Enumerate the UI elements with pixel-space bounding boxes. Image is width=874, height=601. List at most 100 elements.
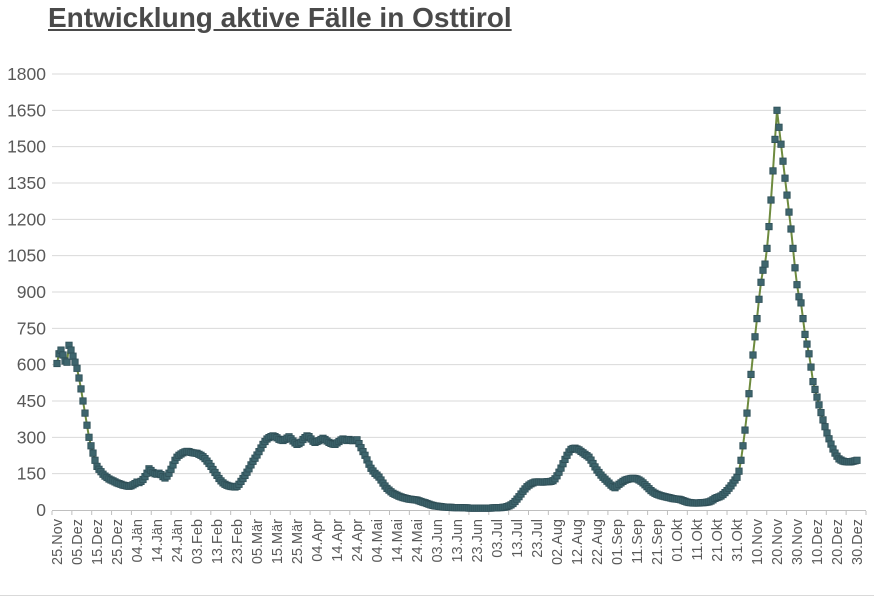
- data-point-marker: [753, 314, 761, 323]
- data-point-marker: [805, 350, 813, 358]
- x-axis-tick-label: 13.Feb: [210, 519, 226, 564]
- x-axis-tick-label: 02.Aug: [550, 519, 566, 565]
- data-point-marker: [755, 295, 763, 303]
- x-axis-tick-label: 24.Apr: [350, 519, 366, 562]
- y-axis-labels: 0 150 300 450 600 750 900 1050 1200 1350 1500 1650 1…: [7, 64, 46, 520]
- tick-marks: [51, 511, 867, 515]
- y-axis-tick-label: 900: [17, 282, 46, 302]
- data-point-marker: [763, 244, 771, 252]
- y-axis-tick-label: 0: [36, 500, 46, 520]
- data-point-marker: [75, 374, 83, 382]
- x-axis-tick-label: 10.Nov: [750, 518, 766, 565]
- data-point-marker: [79, 397, 87, 405]
- data-point-marker: [795, 293, 803, 301]
- data-point-marker: [815, 401, 823, 409]
- x-axis-tick-label: 30.Nov: [790, 518, 806, 565]
- data-point-marker: [799, 314, 807, 323]
- x-axis-tick-label: 13.Jun: [450, 519, 466, 563]
- data-point-marker: [91, 456, 99, 464]
- x-axis-tick-label: 15.Dez: [90, 519, 106, 565]
- data-point-marker: [53, 359, 61, 368]
- data-point-marker: [793, 281, 801, 289]
- y-axis-tick-label: 1800: [7, 64, 46, 84]
- data-point-marker: [785, 208, 793, 216]
- x-axis-tick-label: 23.Jun: [470, 519, 486, 563]
- data-point-marker: [59, 351, 67, 359]
- data-point-marker: [769, 167, 777, 175]
- data-line: [56, 109, 858, 510]
- x-axis-tick-label: 13.Jul: [510, 519, 526, 558]
- x-axis-labels: 25.Nov 05.Dez 15.Dez 25.Dez 04.Jän 14.Jän 24.J…: [50, 518, 866, 565]
- x-axis-tick-label: 31.Okt: [730, 519, 746, 562]
- data-point-marker: [67, 346, 75, 354]
- data-point-marker: [69, 352, 77, 360]
- x-axis-tick-label: 15.Mär: [270, 519, 286, 564]
- x-axis-tick-label: 20.Nov: [770, 518, 786, 565]
- x-axis-tick-label: 11.Okt: [690, 519, 706, 561]
- data-point-marker: [77, 385, 85, 393]
- x-axis-tick-label: 25.Nov: [50, 518, 66, 565]
- x-axis-tick-label: 21.Sep: [650, 519, 666, 565]
- data-point-marker: [63, 358, 71, 366]
- data-point-marker: [811, 385, 819, 394]
- data-point-marker: [781, 174, 789, 182]
- series-markers: [53, 106, 861, 512]
- data-point-marker: [775, 123, 783, 131]
- x-axis-tick-label: 04.Mai: [370, 519, 386, 563]
- data-point-marker: [739, 442, 747, 450]
- x-axis-tick-label: 25.Dez: [110, 519, 126, 565]
- x-axis-tick-label: 23.Jul: [530, 519, 546, 558]
- data-point-marker: [797, 299, 805, 307]
- y-axis-tick-label: 750: [17, 318, 46, 338]
- x-axis-tick-label: 04.Jän: [130, 519, 146, 563]
- x-axis-tick-label: 12.Aug: [570, 519, 586, 565]
- x-axis-tick-label: 24.Jän: [170, 519, 186, 563]
- y-axis-tick-label: 150: [17, 464, 46, 484]
- chart-title: Entwicklung aktive Fälle in Osttirol: [48, 2, 512, 33]
- x-axis-tick-label: 14.Mai: [390, 519, 406, 563]
- data-point-marker: [747, 370, 755, 379]
- data-point-marker: [779, 157, 787, 165]
- data-point-marker: [767, 196, 775, 204]
- series-line: [56, 109, 858, 510]
- data-point-marker: [87, 442, 95, 450]
- data-point-marker: [787, 225, 795, 233]
- data-point-marker: [89, 449, 97, 457]
- data-point-marker: [745, 390, 753, 398]
- x-axis-tick-label: 21.Okt: [710, 519, 726, 562]
- x-axis-tick-label: 23.Feb: [230, 519, 246, 564]
- y-axis-tick-label: 1650: [7, 100, 46, 120]
- x-axis-tick-label: 22.Aug: [590, 519, 606, 565]
- x-axis-tick-label: 25.Mär: [290, 519, 306, 564]
- data-point-marker: [733, 473, 741, 481]
- x-axis-tick-label: 01.Sep: [610, 519, 626, 565]
- data-point-marker: [761, 260, 769, 268]
- data-point-marker: [71, 358, 79, 366]
- data-point-marker: [813, 393, 821, 401]
- x-axis-tick-label: 01.Okt: [670, 519, 686, 562]
- data-point-marker: [853, 456, 861, 464]
- data-point-marker: [821, 423, 829, 431]
- data-point-marker: [773, 106, 781, 114]
- data-point-marker: [817, 408, 825, 417]
- data-point-marker: [777, 140, 785, 148]
- data-point-marker: [73, 364, 81, 372]
- data-point-marker: [765, 222, 773, 231]
- data-point-marker: [757, 278, 765, 286]
- data-point-marker: [83, 421, 91, 429]
- x-axis-tick-label: 05.Mär: [250, 519, 266, 564]
- x-axis-tick-label: 11.Sep: [630, 519, 646, 564]
- data-point-marker: [807, 363, 815, 371]
- data-point-marker: [803, 340, 811, 348]
- x-axis-tick-label: 05.Dez: [70, 519, 86, 565]
- page-bottom-border: [0, 595, 874, 596]
- data-point-marker: [809, 377, 817, 386]
- y-axis-tick-label: 1350: [7, 173, 46, 193]
- data-point-marker: [85, 433, 93, 441]
- data-point-marker: [789, 244, 797, 252]
- data-point-marker: [801, 330, 809, 339]
- x-axis-tick-label: 14.Apr: [330, 519, 346, 562]
- data-point-marker: [737, 456, 745, 464]
- data-point-marker: [783, 191, 791, 199]
